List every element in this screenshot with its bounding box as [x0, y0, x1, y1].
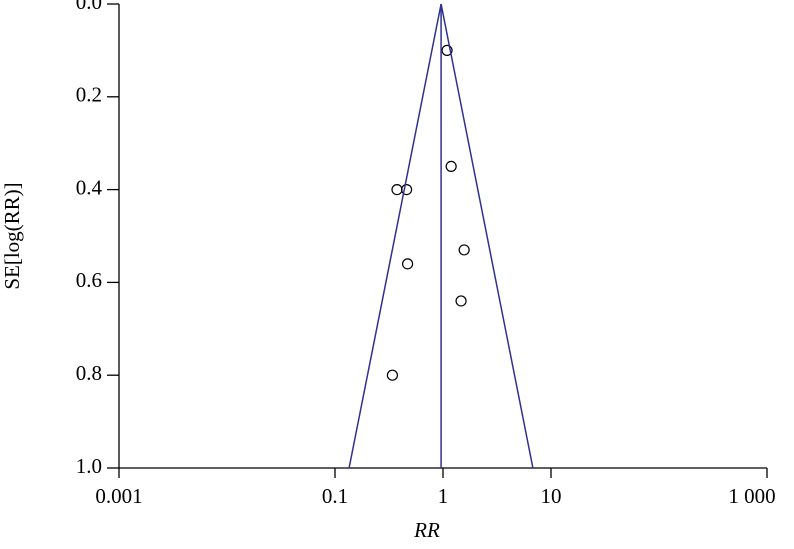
- y-tick-label: 0.2: [76, 83, 102, 107]
- y-tick-label: 0.4: [76, 175, 103, 199]
- y-tick-label: 0.8: [76, 361, 102, 385]
- x-tick-label: 0.001: [95, 484, 142, 508]
- data-point: [445, 160, 457, 172]
- x-tick-label: 10: [541, 484, 562, 508]
- data-point: [441, 44, 453, 57]
- x-tick-label: 1: [438, 484, 449, 508]
- data-point: [386, 369, 398, 381]
- data-point: [391, 184, 403, 196]
- data-point: [455, 295, 467, 307]
- y-tick-label: 0.0: [76, 0, 102, 14]
- y-axis-label: SE[log(RR)]: [0, 182, 24, 289]
- x-axis-label: RR: [413, 518, 440, 542]
- y-tick-label: 1.0: [76, 454, 102, 478]
- x-tick-label: 1 000: [728, 484, 775, 508]
- data-point: [401, 258, 414, 270]
- x-tick-label: 0.1: [322, 484, 348, 508]
- y-tick-label: 0.6: [76, 268, 102, 292]
- data-point: [458, 244, 470, 256]
- data-point: [400, 184, 413, 196]
